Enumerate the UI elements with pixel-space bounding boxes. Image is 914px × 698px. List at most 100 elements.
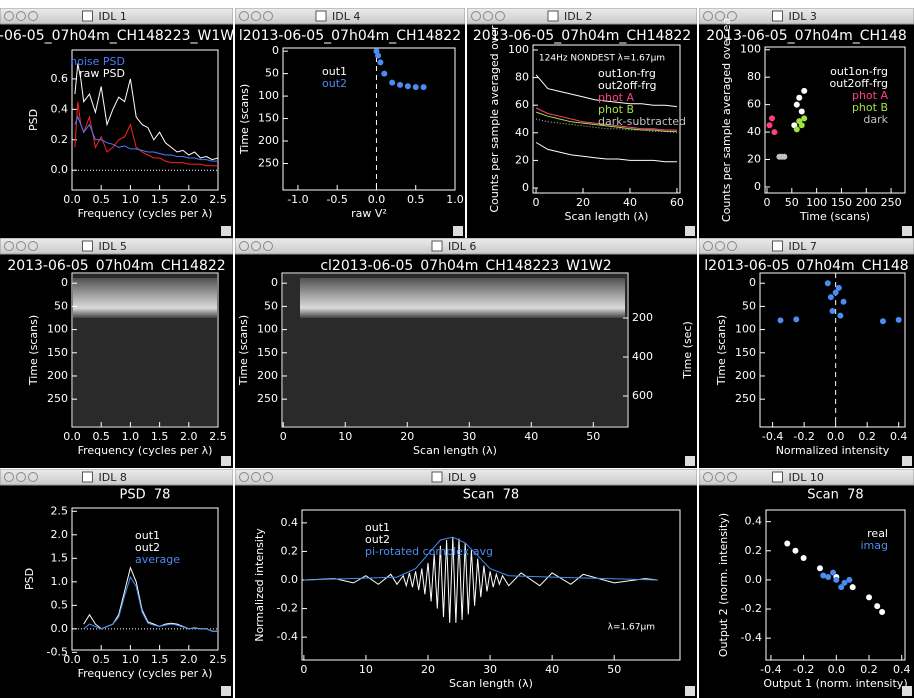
window-title: IDL 8 (99, 471, 127, 484)
y-tick-label: 150 (735, 346, 756, 359)
window-button[interactable] (239, 472, 249, 482)
window-button[interactable] (703, 241, 713, 251)
window-button[interactable] (727, 11, 737, 21)
y-tick-label: 100 (735, 323, 756, 336)
resize-grip[interactable] (221, 456, 231, 466)
window-button[interactable] (263, 472, 273, 482)
plot-title: PSD 78 (120, 488, 171, 503)
resize-grip[interactable] (453, 226, 463, 236)
window-button[interactable] (16, 11, 26, 21)
window-button[interactable] (263, 241, 273, 251)
window-button[interactable] (28, 472, 38, 482)
window-button[interactable] (715, 241, 725, 251)
y-tick-label: 20 (747, 153, 761, 166)
window-button[interactable] (471, 11, 481, 21)
window-button[interactable] (4, 11, 14, 21)
resize-grip[interactable] (685, 226, 695, 236)
window-button[interactable] (16, 472, 26, 482)
window-button[interactable] (4, 241, 14, 251)
window-button[interactable] (251, 472, 261, 482)
window-button[interactable] (28, 241, 38, 251)
window-button[interactable] (483, 11, 493, 21)
x-tick-label: 50 (607, 663, 621, 676)
x-tick-label: 0 (763, 196, 770, 209)
y-tick-label: 1.5 (51, 551, 69, 564)
x-tick-label: 1.0 (446, 193, 464, 206)
resize-grip[interactable] (685, 456, 695, 466)
resize-grip[interactable] (685, 686, 695, 696)
window-button[interactable] (4, 472, 14, 482)
window-button[interactable] (703, 11, 713, 21)
window-button[interactable] (16, 241, 26, 251)
data-line (303, 536, 658, 581)
x-tick-label: 0 (533, 196, 540, 209)
x-tick-label: 20 (576, 196, 590, 209)
y-tick-label: 80 (747, 70, 761, 83)
plot-header: l2013-06-05_07h04m_CH148 (704, 258, 908, 274)
window-button[interactable] (715, 472, 725, 482)
x-tick-label: 0.4 (893, 663, 911, 676)
window-button[interactable] (727, 241, 737, 251)
resize-grip[interactable] (221, 226, 231, 236)
window-button[interactable] (263, 11, 273, 21)
y-tick-label: 40 (515, 126, 529, 139)
window-button[interactable] (251, 11, 261, 21)
legend-entry: phot A (852, 89, 888, 102)
resize-grip[interactable] (221, 686, 231, 696)
y-tick-label: 250 (257, 392, 278, 405)
window-button[interactable] (239, 11, 249, 21)
y2-tick-label: 600 (632, 389, 653, 402)
y-tick-label: 60 (747, 98, 761, 111)
y-tick-label: 50 (742, 299, 756, 312)
window-button[interactable] (727, 472, 737, 482)
y-tick-label: 250 (47, 392, 68, 405)
x-tick-label: 40 (524, 430, 538, 443)
x-tick-label: 2.5 (209, 430, 227, 443)
title-bar (699, 469, 914, 486)
data-point (801, 115, 808, 122)
window: IDL 1 -06-05_07h04m_CH148223_W1W 0.0 0.5 1.0… (0, 8, 233, 238)
data-point (840, 298, 847, 305)
x-tick-label: -1.0 (287, 193, 308, 206)
y-tick-label: 0 (61, 276, 68, 289)
resize-grip[interactable] (902, 686, 912, 696)
y-tick-label: -0.2 (741, 602, 762, 615)
x-tick-label: 60 (670, 196, 684, 209)
data-line (74, 63, 219, 161)
window-button[interactable] (715, 11, 725, 21)
x-tick-label: 150 (831, 196, 852, 209)
y-tick-label: 100 (508, 43, 529, 56)
data-point (766, 122, 773, 129)
x-tick-label: 1.0 (122, 193, 140, 206)
y-tick-label: 0 (749, 276, 756, 289)
plot-title: Scan 78 (463, 488, 519, 503)
window-title: IDL 3 (789, 10, 817, 23)
data-point (771, 129, 778, 136)
resize-grip[interactable] (902, 456, 912, 466)
y-tick-label: 1.0 (51, 575, 69, 588)
x-axis-label: Frequency (cycles per λ) (78, 207, 213, 220)
data-point (798, 122, 805, 129)
data-line (74, 115, 218, 162)
plot-box (71, 507, 219, 651)
y-axis-label: Output 2 (norm. intensity) (717, 513, 730, 657)
x-axis-label: Frequency (cycles per λ) (78, 444, 213, 457)
resize-grip[interactable] (902, 226, 912, 236)
y-tick-label: 50 (264, 299, 278, 312)
window-button[interactable] (251, 241, 261, 251)
x-axis-label: Frequency (cycles per λ) (78, 667, 213, 680)
data-point (800, 555, 807, 562)
legend-entry: real (867, 527, 888, 540)
window-button[interactable] (495, 11, 505, 21)
window-button[interactable] (28, 11, 38, 21)
y-tick-label: 50 (265, 67, 279, 80)
legend-entry: imag (861, 539, 889, 552)
window-button[interactable] (703, 472, 713, 482)
y-axis-label: PSD (23, 568, 36, 590)
x-axis-label: Scan length (λ) (413, 444, 497, 457)
y-tick-label: 50 (54, 299, 68, 312)
window-button[interactable] (239, 241, 249, 251)
data-point (879, 318, 886, 325)
